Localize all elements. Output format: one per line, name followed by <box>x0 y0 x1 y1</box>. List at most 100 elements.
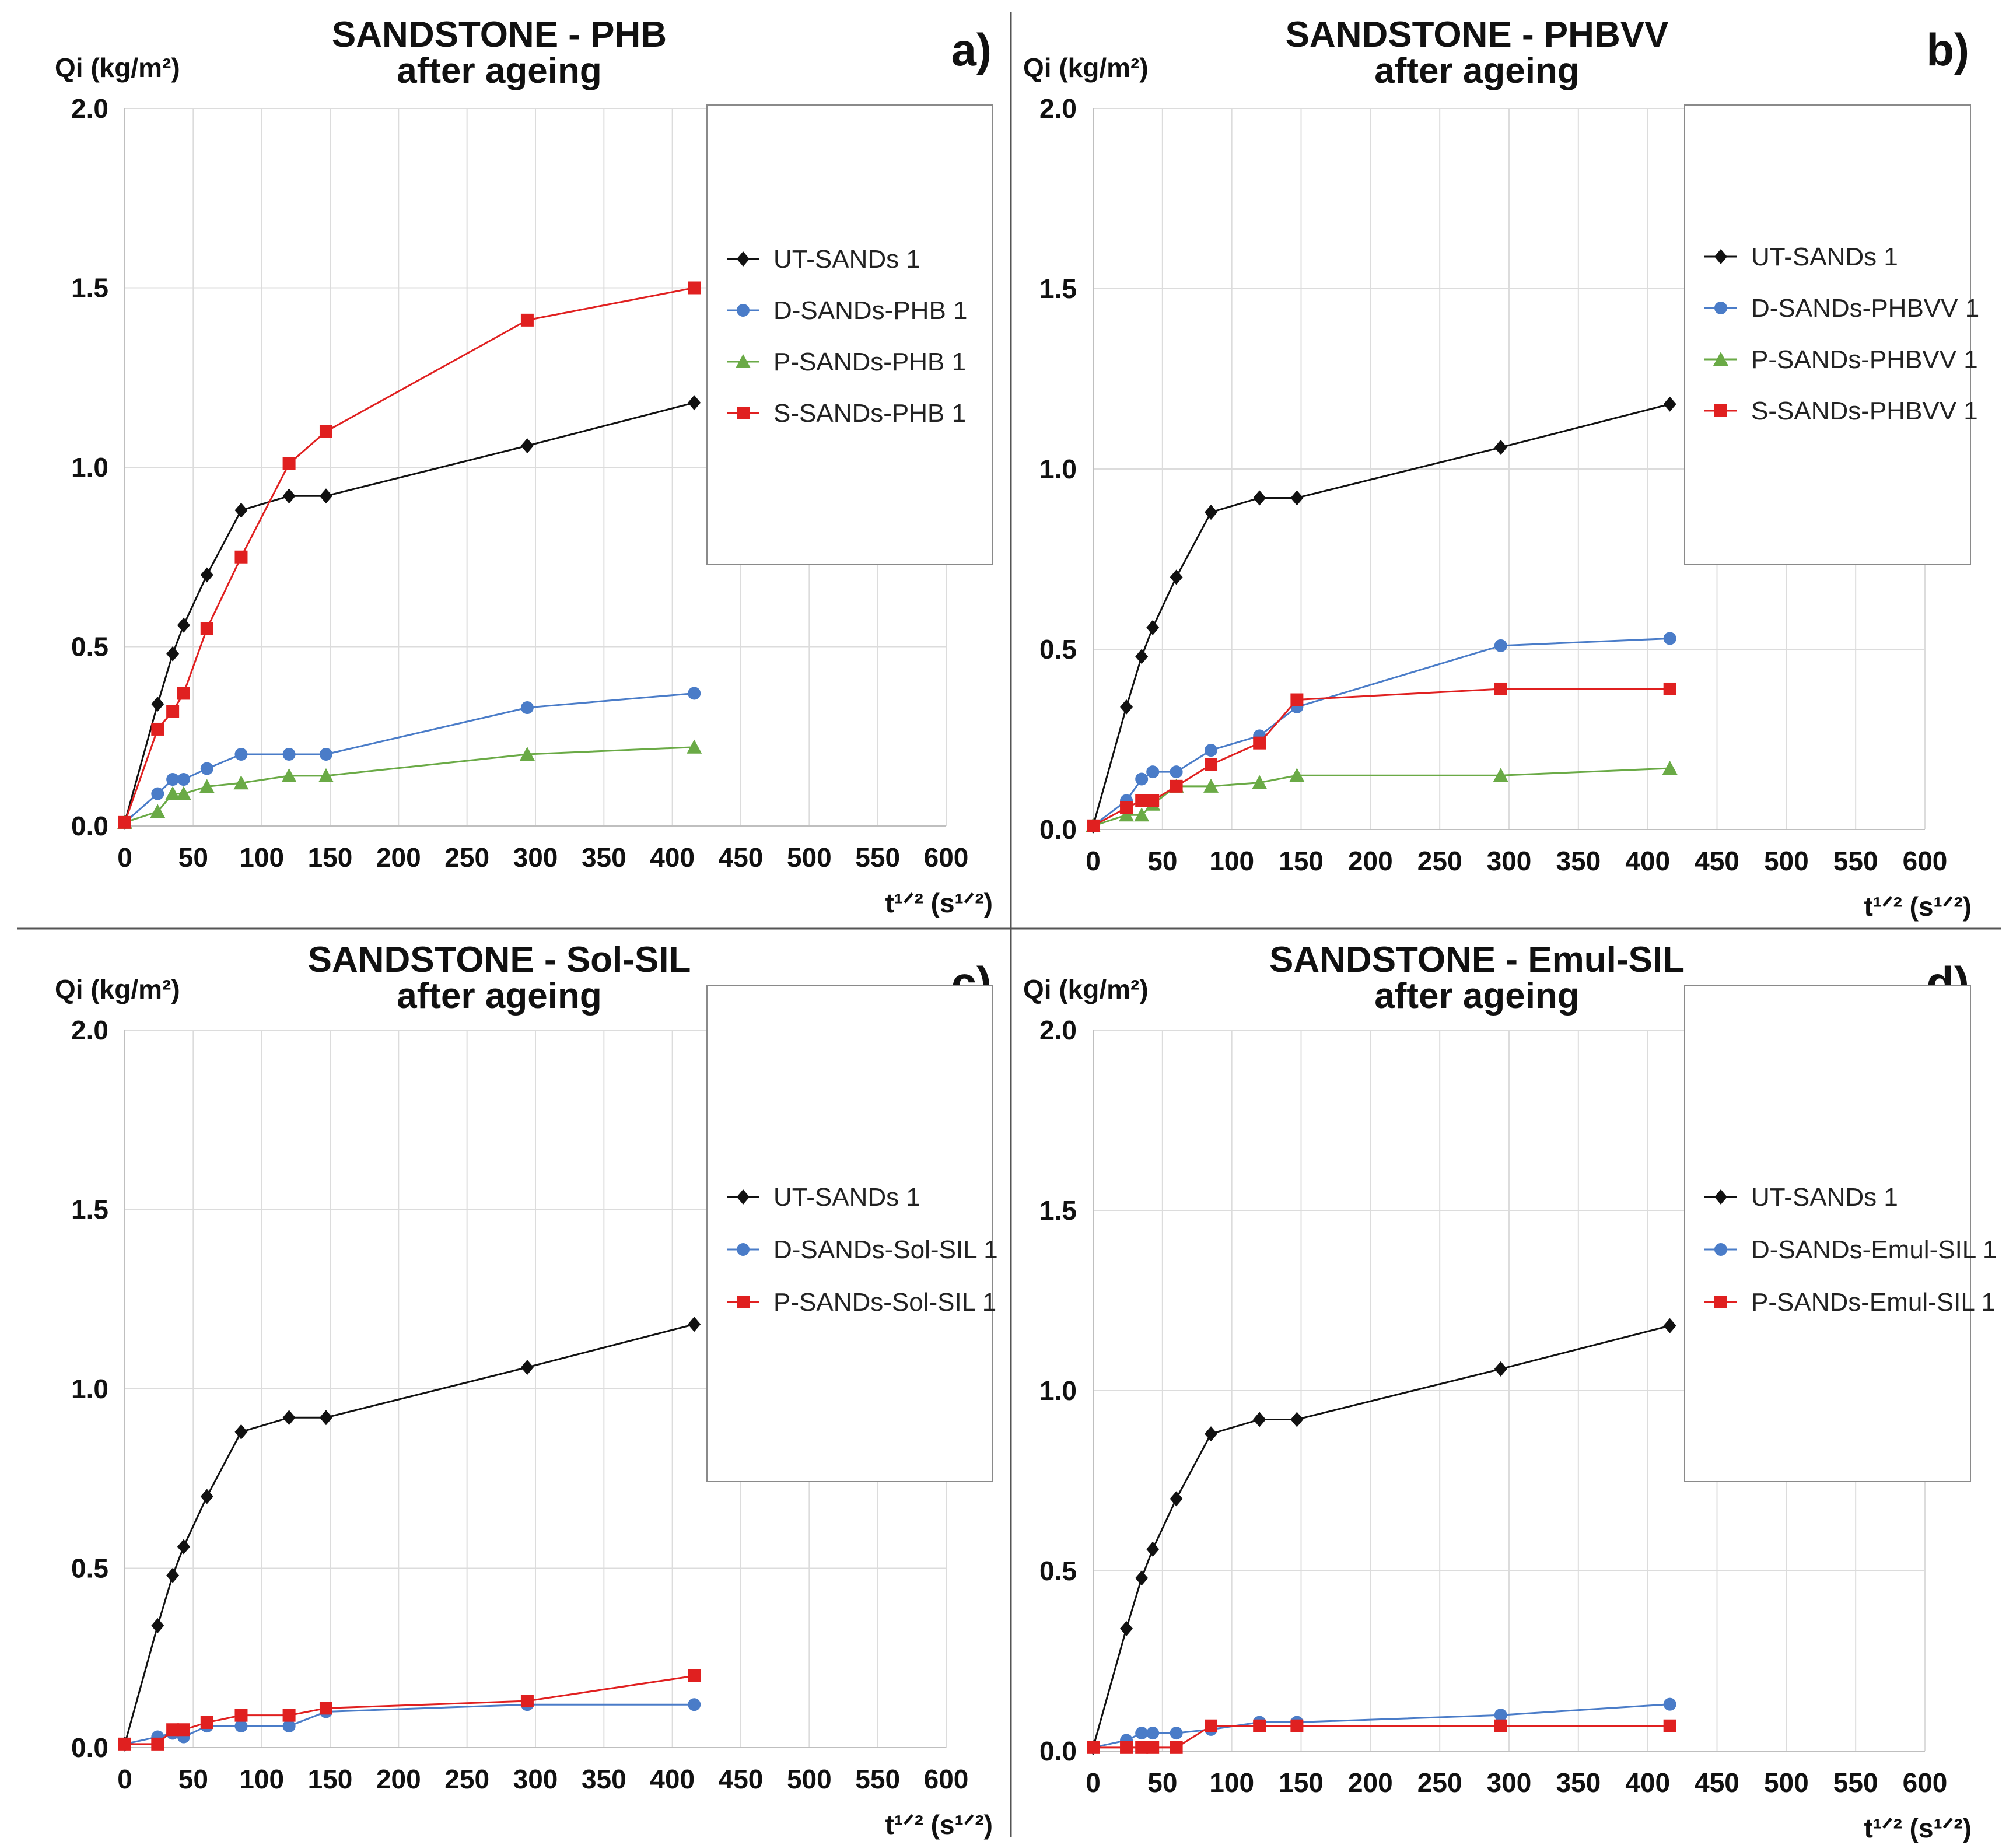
data-point <box>1663 632 1676 645</box>
data-point <box>282 1720 296 1733</box>
chart-subtitle: after ageing <box>1374 976 1579 1016</box>
x-tick-label: 350 <box>1556 1768 1601 1798</box>
data-point <box>1135 772 1149 786</box>
data-point <box>1119 807 1135 822</box>
data-point <box>234 1709 248 1722</box>
legend-marker <box>737 1243 750 1256</box>
data-point <box>177 1539 190 1555</box>
series-line <box>1093 688 1670 827</box>
x-tick-label: 50 <box>178 842 208 873</box>
x-tick-label: 100 <box>239 842 284 873</box>
x-tick-label: 100 <box>239 1764 284 1794</box>
chart-title: SANDSTONE - PHB <box>332 15 667 55</box>
legend-label: D-SANDs-Sol-SIL 1 <box>773 1236 998 1264</box>
legend-box <box>1684 104 1971 565</box>
x-tick-label: 500 <box>787 842 832 873</box>
x-tick-label: 450 <box>719 1764 764 1794</box>
data-point <box>1135 649 1149 664</box>
legend-marker <box>1714 1243 1727 1256</box>
legend-label: D-SANDs-PHB 1 <box>773 296 968 325</box>
x-tick-label: 200 <box>1348 1768 1393 1798</box>
data-point <box>234 1424 248 1440</box>
data-point <box>319 748 332 761</box>
data-point <box>1135 1741 1149 1754</box>
data-point <box>282 1709 296 1722</box>
data-point <box>1663 1698 1676 1711</box>
data-point <box>688 281 701 295</box>
x-axis-label: t¹ᐟ² (s¹ᐟ²) <box>1864 1813 1972 1843</box>
data-point <box>1494 682 1507 695</box>
data-point <box>177 687 190 700</box>
series-line <box>1093 637 1670 827</box>
data-point <box>520 438 534 454</box>
data-point <box>200 1716 213 1729</box>
data-point <box>1146 794 1160 807</box>
data-point <box>1146 1541 1160 1557</box>
data-point <box>1290 693 1304 706</box>
series-line <box>1092 403 1671 827</box>
x-tick-label: 150 <box>308 1764 353 1794</box>
x-axis-label: t¹ᐟ² (s¹ᐟ²) <box>885 1810 993 1840</box>
series-line <box>125 1675 695 1745</box>
data-point <box>281 768 297 782</box>
y-tick-label: 2.0 <box>1039 93 1077 124</box>
data-point <box>1120 699 1133 715</box>
data-point <box>177 1723 190 1737</box>
data-point <box>118 1737 131 1751</box>
panel-letter: a) <box>951 24 992 75</box>
data-point <box>1205 744 1218 757</box>
legend-label: S-SANDs-PHB 1 <box>773 399 966 428</box>
series-line <box>1093 1725 1670 1749</box>
x-tick-label: 0 <box>117 842 132 873</box>
data-point <box>234 748 248 761</box>
data-point <box>688 687 701 700</box>
data-point <box>1290 1412 1304 1427</box>
data-point <box>319 425 332 438</box>
legend-marker <box>1714 1296 1727 1308</box>
data-point <box>200 1489 213 1504</box>
data-point <box>151 722 164 736</box>
y-tick-label: 1.0 <box>71 1374 108 1404</box>
series-line <box>124 1323 695 1745</box>
data-point <box>1253 1412 1266 1427</box>
x-tick-label: 400 <box>1625 846 1670 876</box>
x-tick-label: 550 <box>855 1764 900 1794</box>
data-point <box>688 1317 701 1332</box>
data-point <box>118 816 131 829</box>
data-point <box>234 550 248 564</box>
series-line <box>124 692 695 823</box>
data-point <box>166 705 180 718</box>
x-tick-label: 450 <box>1695 1768 1739 1798</box>
series-line <box>1092 1325 1671 1748</box>
x-tick-label: 0 <box>1086 846 1101 876</box>
data-point <box>687 739 702 754</box>
series-line <box>124 287 695 823</box>
x-tick-label: 150 <box>1279 1768 1324 1798</box>
chart-subtitle: after ageing <box>1374 51 1579 91</box>
data-point <box>151 1618 164 1633</box>
y-tick-label: 2.0 <box>71 93 108 124</box>
data-point <box>1494 1709 1507 1722</box>
legend-marker <box>1714 404 1727 417</box>
y-tick-label: 2.0 <box>1039 1015 1077 1045</box>
data-point <box>1170 569 1183 585</box>
legend-marker <box>737 1189 750 1205</box>
legend-marker <box>1714 302 1727 314</box>
data-point <box>688 395 701 411</box>
data-point <box>177 773 190 786</box>
x-tick-label: 350 <box>1556 846 1601 876</box>
data-point <box>319 1410 332 1426</box>
data-point <box>688 1698 701 1712</box>
data-point <box>1170 1727 1183 1740</box>
x-tick-label: 400 <box>650 842 695 873</box>
data-point <box>1494 639 1507 652</box>
y-tick-label: 2.0 <box>71 1015 108 1045</box>
x-tick-label: 200 <box>376 842 421 873</box>
data-point <box>1120 801 1133 814</box>
y-tick-label: 1.0 <box>71 452 108 482</box>
y-tick-label: 0.0 <box>1039 814 1077 845</box>
x-tick-label: 150 <box>1279 846 1324 876</box>
